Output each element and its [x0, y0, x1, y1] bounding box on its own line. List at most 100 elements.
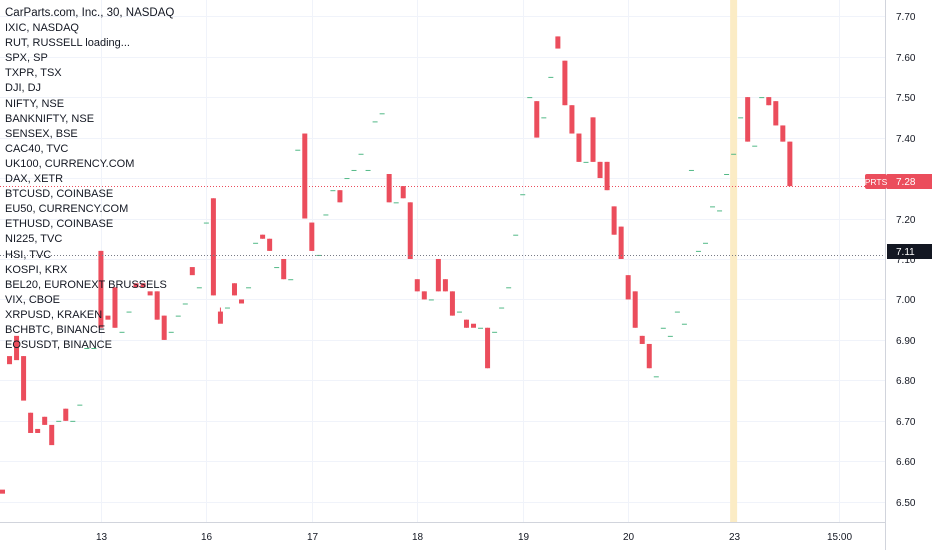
legend-item[interactable]: NIFTY, NSE [5, 97, 65, 110]
candle [759, 97, 765, 99]
candle [288, 279, 294, 281]
legend-item[interactable]: KOSPI, KRX [5, 263, 68, 276]
candle [140, 283, 146, 288]
candle [569, 105, 575, 134]
candle-body [295, 149, 301, 151]
candle [239, 299, 245, 304]
candle-body [358, 153, 364, 155]
candle [77, 404, 83, 406]
candle [688, 169, 694, 171]
legend-item[interactable]: DJI, DJ [5, 82, 42, 95]
candle [379, 113, 385, 115]
candle [611, 206, 617, 235]
candle-body [21, 356, 27, 401]
chart-title[interactable]: CarParts.com, Inc., 30, NASDAQ [5, 7, 175, 19]
candle [147, 291, 153, 296]
candle [224, 307, 230, 309]
candle [478, 327, 484, 329]
candle-body [182, 303, 188, 305]
legend-item[interactable]: SENSEX, BSE [5, 127, 78, 140]
candle-body [646, 343, 652, 369]
candle-body [189, 267, 195, 276]
candle-body [288, 279, 294, 281]
candle-body [105, 315, 111, 320]
candle-body [14, 335, 20, 361]
candle [548, 76, 554, 78]
candle [745, 97, 751, 142]
candle-body [126, 311, 132, 313]
legend-item[interactable]: HSI, TVC [5, 248, 52, 261]
y-tick-label: 6.90 [896, 336, 916, 347]
legend-item[interactable]: SPX, SP [5, 52, 48, 65]
candle-body [330, 190, 336, 192]
candle-body [569, 105, 575, 134]
candle [393, 202, 399, 204]
legend-item[interactable]: ETHUSD, COINBASE [5, 218, 114, 231]
candle [98, 250, 104, 328]
legend-item[interactable]: BTCUSD, COINBASE [5, 188, 114, 201]
candle-body [506, 287, 512, 289]
candle [731, 153, 737, 155]
legend-item[interactable]: TXPR, TSX [5, 67, 62, 80]
candle [126, 311, 132, 313]
y-tick-label: 6.60 [896, 457, 916, 468]
candle [337, 190, 343, 203]
legend-item[interactable]: VIX, CBOE [5, 293, 61, 306]
candle [35, 428, 41, 433]
candle-body [520, 194, 526, 196]
candle-body [759, 97, 765, 99]
candle [323, 214, 329, 216]
candle [428, 299, 434, 301]
level-badge-value: 7.11 [896, 247, 915, 258]
legend-item[interactable]: BEL20, EURONEXT BRUSSELS [5, 278, 167, 291]
legend-item[interactable]: RUT, RUSSELL loading... [5, 37, 130, 50]
candle [119, 331, 125, 333]
candle [583, 161, 589, 163]
candle-body [70, 420, 76, 422]
candle-body [562, 60, 568, 106]
legend-item[interactable]: DAX, XETR [5, 173, 64, 186]
candle-body [386, 174, 392, 203]
candle-body [611, 206, 617, 235]
legend-item[interactable]: EOSUSDT, BINANCE [5, 339, 112, 352]
candle-body [253, 242, 259, 244]
legend-item[interactable]: NI225, TVC [5, 233, 63, 246]
legend-item[interactable]: BCHBTC, BINANCE [5, 323, 106, 336]
candle [351, 169, 357, 171]
candle-body [239, 299, 245, 304]
candle [295, 149, 301, 151]
price-axis[interactable]: 6.506.606.706.806.907.007.107.207.307.40… [896, 12, 916, 509]
candle [63, 408, 69, 421]
candle-body [112, 287, 118, 328]
candle-body [344, 178, 350, 180]
candle-body [274, 267, 280, 269]
candle-body [442, 279, 448, 292]
time-axis[interactable]: 13 16 17 18 19 20 23 15:00 [96, 532, 853, 543]
candle-body [372, 121, 378, 123]
legend-item[interactable]: BANKNIFTY, NSE [5, 112, 95, 125]
candle [541, 117, 547, 119]
candle-body [597, 161, 603, 179]
legend-item[interactable]: IXIC, NASDAQ [5, 22, 79, 35]
x-tick-label: 19 [518, 532, 530, 543]
candle [449, 291, 455, 316]
candle [506, 287, 512, 289]
y-tick-label: 6.80 [896, 376, 916, 387]
candle [435, 258, 441, 292]
legend-item[interactable]: EU50, CURRENCY.COM [5, 203, 129, 216]
legend-item[interactable]: XRPUSD, KRAKEN [5, 308, 103, 321]
legend-item[interactable]: CAC40, TVC [5, 142, 69, 155]
candle-body [548, 76, 554, 78]
candle [182, 303, 188, 305]
candle-body [224, 307, 230, 309]
legend-item[interactable]: UK100, CURRENCY.COM [5, 157, 135, 170]
candle-body [555, 36, 561, 49]
candle [0, 489, 5, 494]
candle [618, 226, 624, 259]
last-price-badge-value: 7.28 [896, 177, 916, 188]
candle-body [428, 299, 434, 301]
candle [527, 97, 533, 99]
candle-body [471, 323, 477, 328]
